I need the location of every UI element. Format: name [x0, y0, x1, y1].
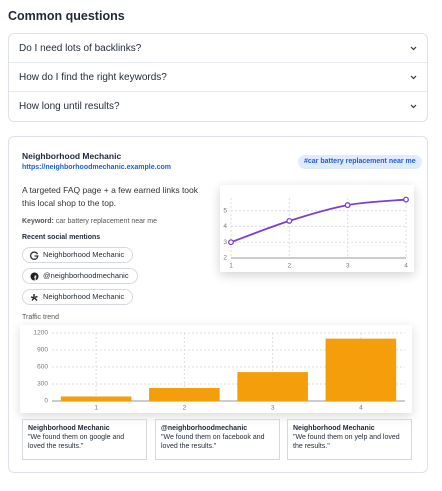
bar [60, 396, 132, 401]
bar [149, 387, 220, 401]
chevron [410, 75, 417, 80]
y-tick-label: 0 [44, 398, 48, 405]
faq-question: Do I need lots of backlinks? [19, 43, 142, 54]
y-tick-label: 900 [37, 347, 48, 354]
x-tick-label: 4 [359, 405, 363, 412]
business-name: Neighborhood Mechanic [22, 151, 122, 161]
description: A targeted FAQ page + a few earned links… [22, 185, 199, 208]
mention-chip: Neighborhood Mechanic [22, 289, 134, 305]
traffic-title: Traffic trend [22, 314, 59, 321]
line [230, 198, 407, 244]
case-card [8, 136, 428, 473]
testimonial: Neighborhood Mechanic "We found them on y… [287, 419, 412, 460]
yelp-icon [30, 294, 38, 301]
y-tick-label: 3 [223, 239, 227, 246]
chevron [410, 46, 417, 51]
y-tick-label: 5 [223, 207, 227, 214]
y-tick-label: 4 [223, 223, 227, 230]
testimonial-quote: "We found them on yelp and loved the res… [293, 434, 400, 450]
social-title: Recent social mentions [22, 234, 101, 241]
point [344, 202, 351, 209]
bar-chart-card: 0 300 600 900 1200 1 2 3 4 [20, 325, 412, 413]
faq-list: Do I need lots of backlinks? How do I fi… [8, 33, 428, 122]
mention: Neighborhood Mechanic [43, 250, 125, 259]
x-tick-label: 4 [404, 263, 408, 270]
y-tick-label: 300 [37, 381, 48, 388]
facebook-icon [30, 272, 39, 281]
y-tick-label: 2 [223, 255, 227, 262]
testimonial: @neighborhoodmechanic "We found them on f… [155, 419, 280, 460]
faq-item[interactable]: How long until results? [9, 92, 427, 121]
bar [237, 372, 308, 401]
testimonial-name: Neighborhood Mechanic [293, 425, 375, 432]
faq-question: How long until results? [19, 101, 120, 112]
testimonial: Neighborhood Mechanic "We found them on g… [22, 419, 147, 460]
testimonial-quote: "We found them on facebook and loved the… [161, 434, 265, 450]
x-tick-label: 2 [288, 263, 292, 270]
section-title: Common questions [8, 9, 125, 23]
point [403, 196, 409, 203]
faq-item[interactable]: How do I find the right keywords? [9, 63, 427, 92]
faq-question: How do I find the right keywords? [19, 72, 167, 83]
testimonial-quote: "We found them on google and loved the r… [28, 434, 125, 450]
keyword: car battery replacement near me [55, 218, 158, 225]
point [286, 217, 293, 224]
y-tick-label: 1200 [34, 330, 49, 337]
x-tick-label: 1 [229, 263, 233, 270]
mention-chip: @neighborhoodmechanic [22, 268, 138, 284]
testimonial-name: @neighborhoodmechanic [161, 425, 248, 432]
bar-chart: 0 300 600 900 1200 1 2 3 4 [34, 330, 405, 412]
google-icon [30, 251, 39, 260]
point [228, 239, 234, 246]
x-tick-label: 1 [94, 405, 98, 412]
x-tick-label: 3 [346, 263, 350, 270]
mention: @neighborhoodmechanic [43, 271, 129, 280]
testimonial-name: Neighborhood Mechanic [28, 425, 110, 432]
chevron [410, 104, 417, 109]
faq-item[interactable]: Do I need lots of backlinks? [9, 34, 427, 63]
x-tick-label: 3 [271, 405, 275, 412]
bar [325, 338, 397, 401]
mention-chip: Neighborhood Mechanic [22, 247, 134, 263]
mention: Neighborhood Mechanic [43, 292, 125, 301]
business-url[interactable]: https://neighborhoodmechanic.example.com [22, 164, 171, 171]
x-tick-label: 2 [183, 405, 187, 412]
y-tick-label: 600 [37, 364, 48, 371]
keyword-tag: #car battery replacement near me [298, 155, 422, 169]
keyword-label: Keyword: [22, 218, 54, 225]
